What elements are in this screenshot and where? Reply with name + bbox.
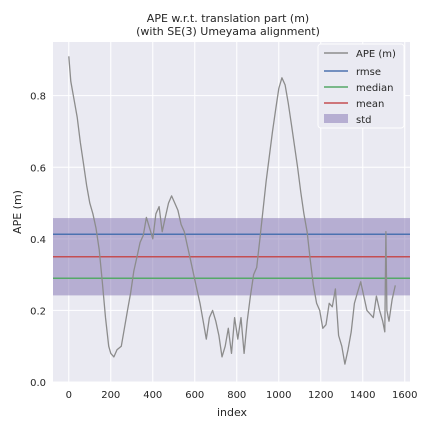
chart-title-line1: APE w.r.t. translation part (m)	[147, 12, 309, 25]
y-tick-label: 0.0	[30, 378, 46, 389]
x-tick-label: 0	[66, 390, 72, 401]
ape-line	[68, 56, 396, 365]
legend-label-std: std	[356, 115, 371, 126]
y-tick-label: 0.4	[30, 235, 46, 246]
legend-swatch-std	[324, 114, 348, 123]
legend-box	[317, 43, 405, 129]
chart-title-line2: (with SE(3) Umeyama alignment)	[136, 25, 320, 38]
ape-series	[68, 56, 396, 365]
x-tick-label: 1000	[266, 390, 291, 401]
x-tick-label: 600	[185, 390, 204, 401]
x-tick-label: 1200	[308, 390, 333, 401]
legend: APE (m) rmse median mean std	[317, 43, 405, 129]
x-tick-label: 200	[101, 390, 120, 401]
x-axis-label: index	[217, 406, 248, 419]
x-tick-labels: 0 200 400 600 800 1000 1200 1400 1600	[66, 390, 418, 401]
legend-label-median: median	[356, 83, 394, 94]
y-tick-label: 0.2	[30, 306, 46, 317]
x-tick-label: 1400	[350, 390, 375, 401]
x-tick-label: 400	[143, 390, 162, 401]
legend-label-mean: mean	[356, 99, 384, 110]
x-tick-label: 800	[227, 390, 246, 401]
legend-label-rmse: rmse	[356, 67, 381, 78]
y-axis-label: APE (m)	[11, 190, 24, 234]
y-tick-label: 0.8	[30, 92, 46, 103]
stat-lines	[53, 233, 410, 279]
x-tick-label: 1600	[392, 390, 417, 401]
y-tick-label: 0.6	[30, 163, 46, 174]
y-tick-labels: 0.0 0.2 0.4 0.6 0.8	[30, 92, 46, 389]
legend-label-ape: APE (m)	[356, 49, 396, 60]
